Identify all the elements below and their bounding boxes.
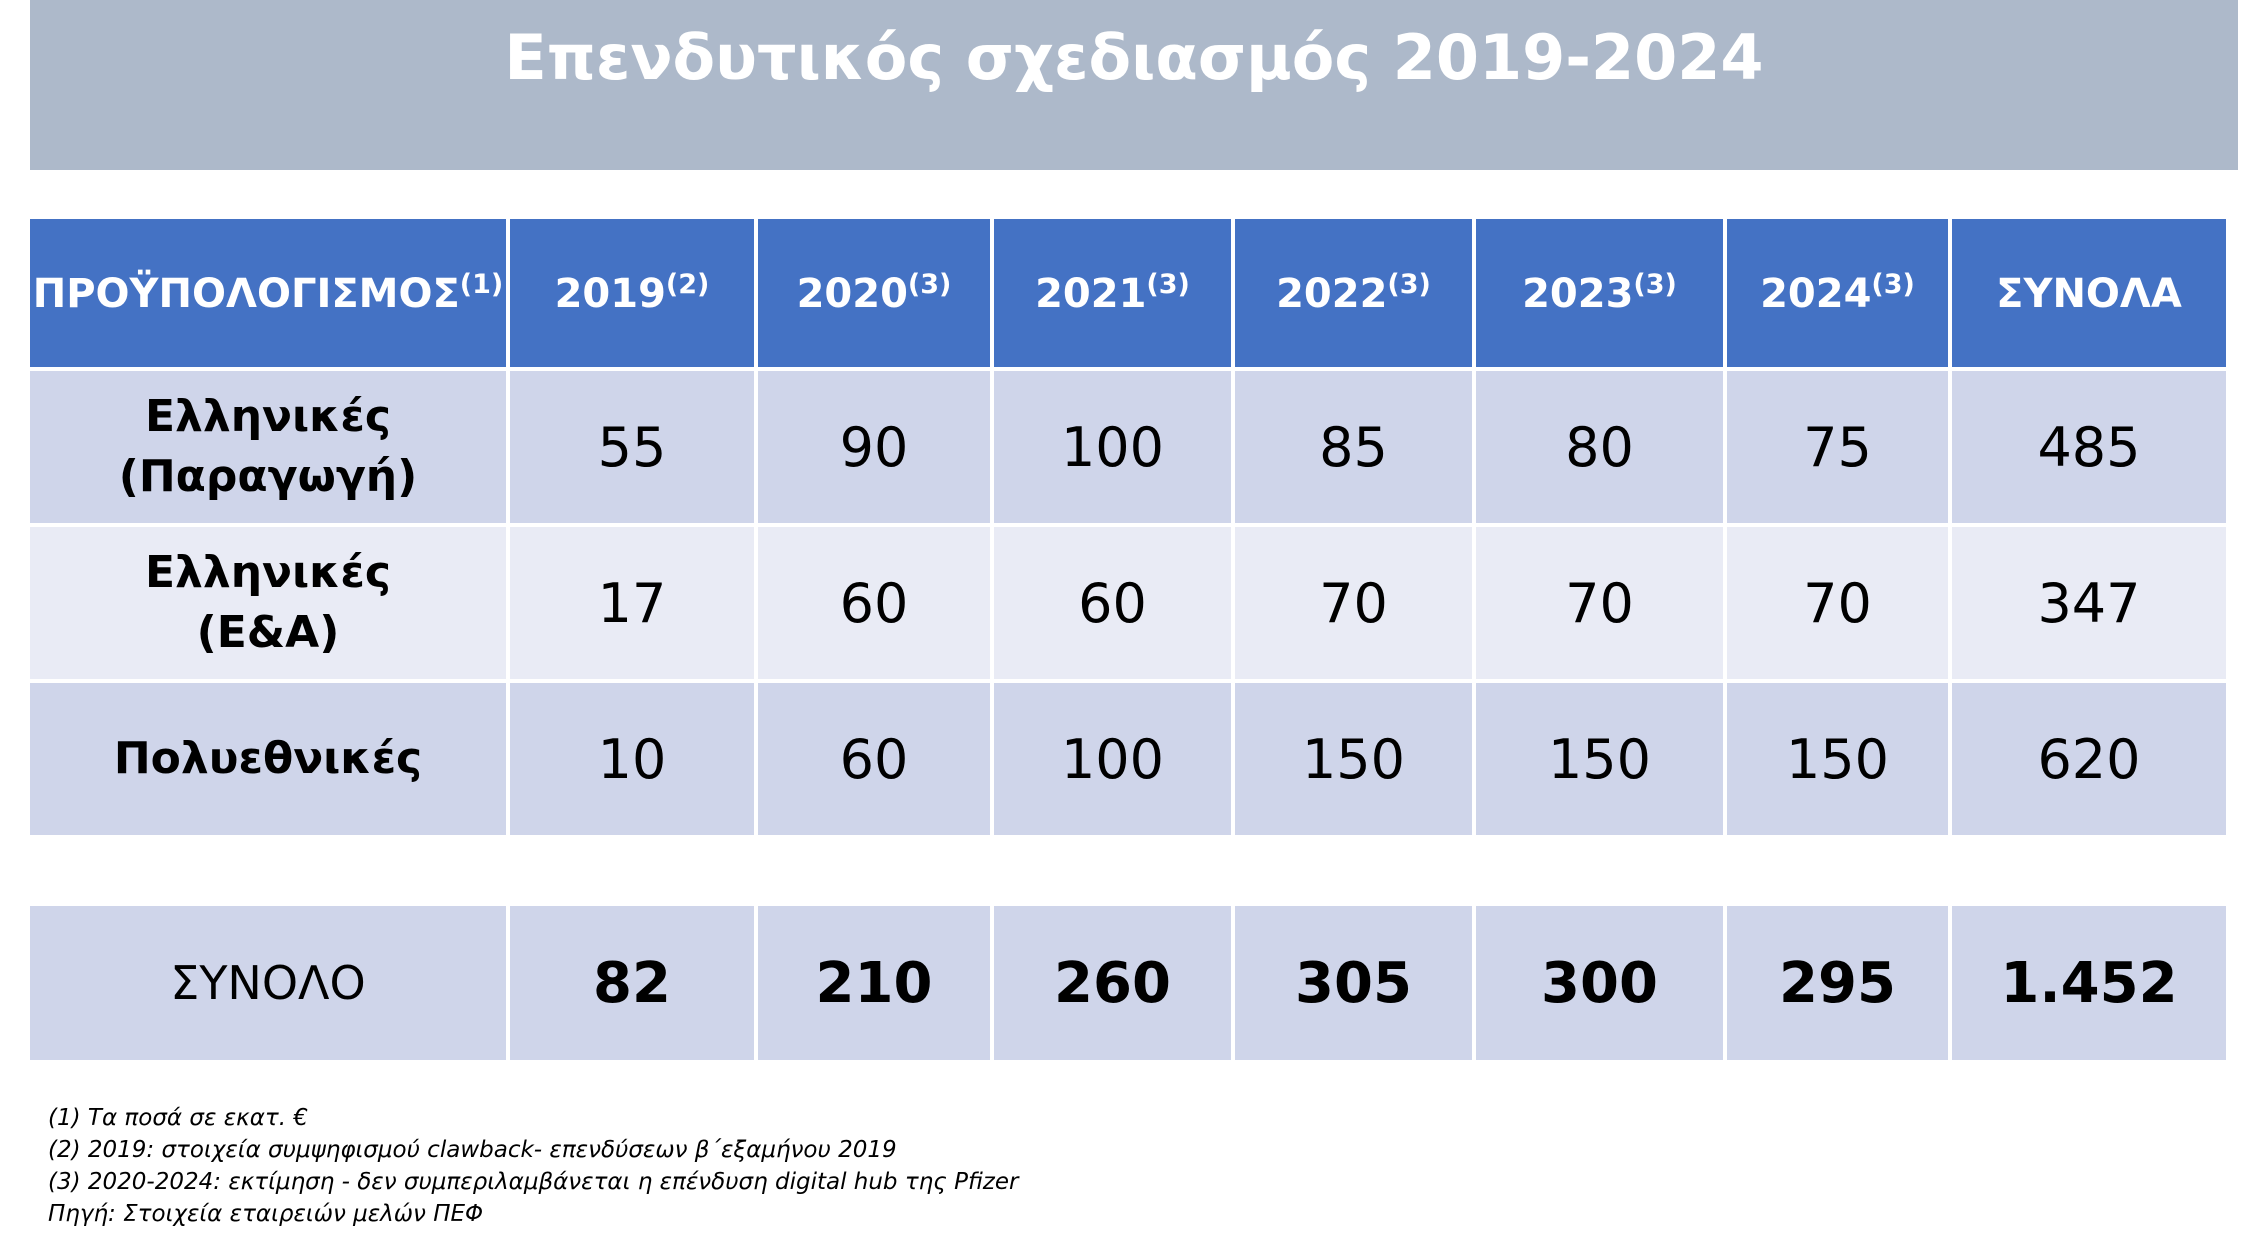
- footnotes: (1) Τα ποσά σε εκατ. € (2) 2019: στοιχεί…: [48, 1102, 1018, 1230]
- header-2020: 2020(3): [758, 219, 990, 367]
- table-cell: 100: [994, 683, 1231, 835]
- footnote: (3) 2020-2024: εκτίμηση - δεν συμπεριλαμ…: [48, 1169, 1019, 1195]
- table-cell: 70: [1727, 527, 1948, 679]
- total-cell: 260: [994, 906, 1231, 1060]
- table-row: Ελληνικές (Ε&Α) 17 60 60 70 70 70 347: [30, 527, 2226, 679]
- header-2022: 2022(3): [1235, 219, 1472, 367]
- table-cell: 90: [758, 371, 990, 523]
- row-label: Ελληνικές (Παραγωγή): [30, 371, 506, 523]
- row-label: Ελληνικές (Ε&Α): [30, 527, 506, 679]
- table-row: Ελληνικές (Παραγωγή) 55 90 100 85 80 75 4…: [30, 371, 2226, 523]
- table-cell: 620: [1952, 683, 2226, 835]
- table-cell: 55: [510, 371, 754, 523]
- source-note: Πηγή: Στοιχεία εταιρειών μελών ΠΕΦ: [48, 1201, 484, 1227]
- table-cell: 70: [1476, 527, 1723, 679]
- table-cell: 70: [1235, 527, 1472, 679]
- footnote: (1) Τα ποσά σε εκατ. €: [48, 1105, 308, 1131]
- table-cell: 347: [1952, 527, 2226, 679]
- row-label: Πολυεθνικές: [30, 683, 506, 835]
- total-row: ΣΥΝΟΛΟ 82 210 260 305 300 295 1.452: [30, 906, 2226, 1060]
- table-cell: 75: [1727, 371, 1948, 523]
- table-cell: 60: [758, 527, 990, 679]
- page-title: Επενδυτικός σχεδιασμός 2019-2024: [504, 21, 1764, 94]
- table-cell: 60: [994, 527, 1231, 679]
- table-cell: 17: [510, 527, 754, 679]
- table-cell: 100: [994, 371, 1231, 523]
- header-row: ΠΡΟΫΠΟΛΟΓΙΣΜΟΣ(1) 2019(2) 2020(3) 2021(3…: [30, 219, 2226, 367]
- table-cell: 10: [510, 683, 754, 835]
- total-cell: 82: [510, 906, 754, 1060]
- table-cell: 150: [1235, 683, 1472, 835]
- total-cell: 300: [1476, 906, 1723, 1060]
- total-label: ΣΥΝΟΛΟ: [30, 906, 506, 1060]
- table-cell: 485: [1952, 371, 2226, 523]
- total-cell: 1.452: [1952, 906, 2226, 1060]
- table-cell: 150: [1476, 683, 1723, 835]
- footnote: (2) 2019: στοιχεία συμψηφισμού clawback-…: [48, 1137, 897, 1163]
- total-cell: 210: [758, 906, 990, 1060]
- table-row: Πολυεθνικές 10 60 100 150 150 150 620: [30, 683, 2226, 835]
- total-table: ΣΥΝΟΛΟ 82 210 260 305 300 295 1.452: [26, 902, 2230, 1064]
- header-totals: ΣΥΝΟΛΑ: [1952, 219, 2226, 367]
- header-2024: 2024(3): [1727, 219, 1948, 367]
- table-cell: 60: [758, 683, 990, 835]
- title-band: Επενδυτικός σχεδιασμός 2019-2024: [30, 0, 2238, 170]
- header-budget: ΠΡΟΫΠΟΛΟΓΙΣΜΟΣ(1): [30, 219, 506, 367]
- total-cell: 295: [1727, 906, 1948, 1060]
- header-2023: 2023(3): [1476, 219, 1723, 367]
- header-2021: 2021(3): [994, 219, 1231, 367]
- investment-table: ΠΡΟΫΠΟΛΟΓΙΣΜΟΣ(1) 2019(2) 2020(3) 2021(3…: [26, 215, 2230, 839]
- table-cell: 80: [1476, 371, 1723, 523]
- total-cell: 305: [1235, 906, 1472, 1060]
- table-cell: 150: [1727, 683, 1948, 835]
- table-cell: 85: [1235, 371, 1472, 523]
- header-2019: 2019(2): [510, 219, 754, 367]
